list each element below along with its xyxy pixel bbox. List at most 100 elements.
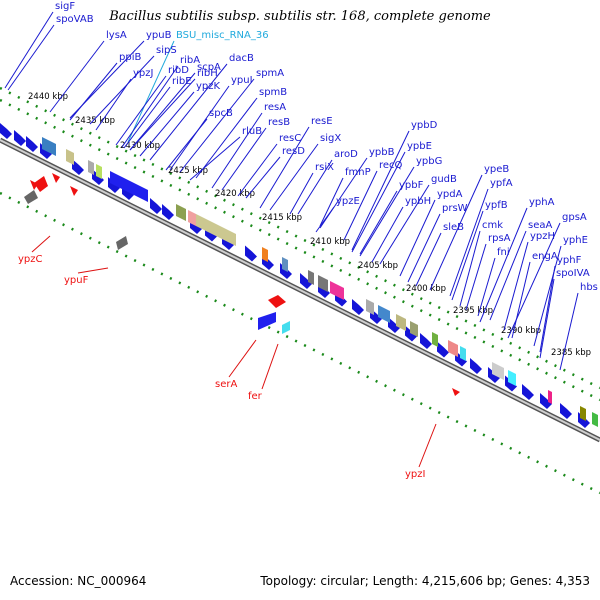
gene-label: fmnP <box>345 167 371 178</box>
bottom-leader-lines <box>31 235 437 468</box>
leader-line <box>149 63 228 161</box>
scale-tick-label: 2405 kbp <box>358 261 398 271</box>
leader-line <box>371 206 404 263</box>
forward-gene-arrow <box>26 136 38 152</box>
gene-label: ypzC <box>18 254 43 265</box>
misc-feature-box <box>66 149 74 165</box>
misc-feature-box <box>460 346 466 361</box>
misc-feature-box <box>330 281 344 300</box>
misc-feature-box <box>410 321 418 337</box>
gene-label: ypfA <box>490 178 513 189</box>
misc-feature-box <box>262 247 268 262</box>
lower-scale-line <box>0 191 600 495</box>
upper-scale-line <box>0 86 600 390</box>
leader-line <box>379 184 430 265</box>
scale-tick-label: 2385 kbp <box>551 348 591 358</box>
scale-tick-label: 2435 kbp <box>75 116 115 126</box>
forward-gene-arrow <box>352 299 364 315</box>
leader-line <box>165 118 208 171</box>
leader-line <box>539 265 556 353</box>
forward-gene-arrow <box>14 130 26 146</box>
gene-label: ypuF <box>64 275 89 286</box>
forward-gene-arrow <box>420 333 432 349</box>
gene-label: ypbB <box>369 147 395 158</box>
leader-line <box>289 172 314 215</box>
leader-line <box>221 127 267 191</box>
forward-gene-arrow <box>437 341 449 358</box>
leader-line <box>7 24 55 91</box>
gene-label: gudB <box>431 174 457 185</box>
leader-line <box>359 190 398 255</box>
misc-feature-box <box>176 204 186 221</box>
gene-label: resD <box>282 146 305 157</box>
gene-label: scpA <box>197 62 221 73</box>
misc-feature-box <box>580 406 586 421</box>
gene-label: ypbD <box>411 120 438 131</box>
gene-label: fer <box>248 391 263 402</box>
forward-gene-arrow <box>300 273 312 289</box>
leader-line <box>319 177 344 227</box>
scale-tick-label: 2395 kbp <box>453 306 493 316</box>
reverse-gene-arrow <box>452 388 460 396</box>
leader-line <box>459 230 481 307</box>
leader-line <box>259 126 310 209</box>
leader-line <box>343 170 378 241</box>
gene-label: sigX <box>320 133 341 144</box>
gene-label: ypuI <box>231 75 253 86</box>
gene-label: rluB <box>242 126 262 137</box>
leader-line <box>4 11 54 89</box>
gene-label: ypzI <box>405 469 425 480</box>
misc-feature-box <box>432 332 438 347</box>
gene-label: ypzH <box>530 231 555 242</box>
leader-line <box>511 261 531 339</box>
leader-line <box>539 278 555 359</box>
leader-line <box>123 86 171 149</box>
forward-gene-arrow <box>162 204 174 220</box>
leader-line <box>139 91 195 157</box>
gene-label: sleB <box>443 222 464 233</box>
gene-label: ypbG <box>416 156 442 167</box>
reverse-gene-arrow <box>70 186 78 196</box>
bottom-gene-labels: ypzC ypuF serA fer ypzI <box>18 254 425 480</box>
misc-feature-box <box>188 210 196 226</box>
leader-line <box>121 65 179 148</box>
misc-feature-box <box>116 236 128 250</box>
leader-line <box>115 75 167 146</box>
leader-line <box>31 235 51 253</box>
scale-tick-label: 2420 kbp <box>215 189 255 199</box>
gene-label: ypbE <box>407 141 432 152</box>
gene-label: prsW <box>442 203 468 214</box>
gene-label: resC <box>279 133 301 144</box>
leader-line <box>415 232 442 287</box>
gene-label: resB <box>268 117 290 128</box>
gene-label: fni <box>497 247 510 258</box>
leader-line <box>127 40 175 143</box>
gene-label: resA <box>264 102 286 113</box>
gene-label: recQ <box>379 160 403 171</box>
leader-line <box>237 143 278 197</box>
gene-label: ribD <box>168 65 189 76</box>
leader-line <box>89 55 155 125</box>
forward-gene-arrow <box>388 317 400 333</box>
forward-gene-arrow <box>470 358 482 374</box>
misc-feature-box <box>548 390 552 404</box>
misc-feature-box <box>96 164 102 179</box>
leader-line <box>465 243 487 311</box>
misc-feature-box <box>592 412 598 427</box>
gene-label: serA <box>215 379 237 390</box>
gene-label: ppiB <box>119 52 141 63</box>
gene-label: ypeB <box>484 164 509 175</box>
gene-label: dacB <box>229 53 254 64</box>
gene-label: ribA <box>180 55 200 66</box>
scale-tick-label: 2410 kbp <box>310 237 350 247</box>
gene-label: ribH <box>197 68 218 79</box>
forward-gene-arrow <box>540 393 552 409</box>
leader-line <box>129 72 196 151</box>
gene-label: spmB <box>259 87 287 98</box>
gene-label: resE <box>311 116 333 127</box>
leader-line <box>49 40 105 113</box>
leader-line <box>195 97 258 179</box>
misc-feature-box <box>396 314 406 331</box>
